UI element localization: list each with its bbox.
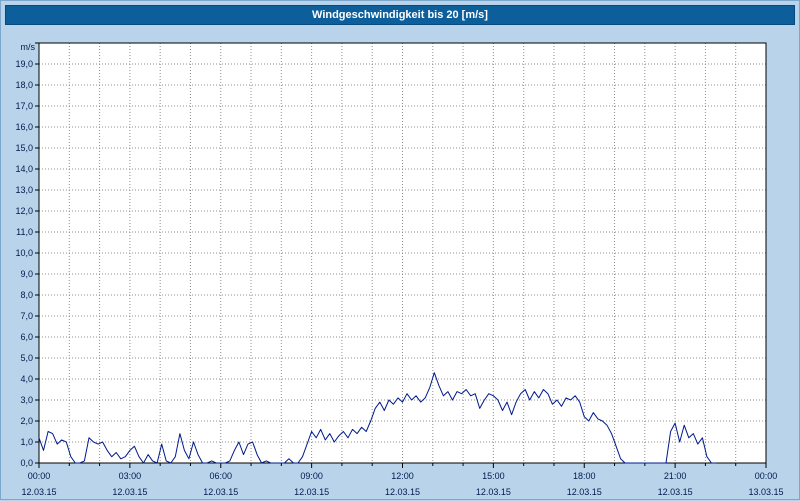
x-tick-date-label: 12.03.15 bbox=[476, 487, 511, 497]
y-tick-label: 11,0 bbox=[16, 227, 33, 237]
y-tick-label: 16,0 bbox=[15, 122, 33, 132]
y-tick-label: 0,0 bbox=[20, 458, 33, 468]
wind-speed-line bbox=[38, 372, 717, 464]
x-tick-time-label: 00:00 bbox=[755, 471, 778, 481]
x-tick-time-label: 03:00 bbox=[119, 471, 142, 481]
x-tick-date-label: 12.03.15 bbox=[385, 487, 420, 497]
y-tick-label: 3,0 bbox=[20, 395, 33, 405]
y-tick-label: 2,0 bbox=[20, 416, 33, 426]
x-tick-time-label: 06:00 bbox=[209, 471, 232, 481]
y-tick-label: 18,0 bbox=[15, 80, 33, 90]
chart-title: Windgeschwindigkeit bis 20 [m/s] bbox=[312, 9, 488, 21]
wind-speed-chart: m/s 0,0 1,0 2,0 3,0 4,0 5,0 6,0 7,0 8,0 9,0 10,0 11,… bbox=[15, 42, 783, 497]
x-tick-date-label: 12.03.15 bbox=[112, 487, 147, 497]
y-tick-label: 17,0 bbox=[15, 101, 33, 111]
x-tick-time-label: 15:00 bbox=[482, 471, 505, 481]
y-tick-label: 9,0 bbox=[20, 269, 33, 279]
x-tick-time-label: 18:00 bbox=[573, 471, 596, 481]
y-tick-label: 5,0 bbox=[20, 353, 33, 363]
y-tick-label: 8,0 bbox=[20, 290, 33, 300]
x-tick-date-label: 13.03.15 bbox=[748, 487, 783, 497]
y-tick-label: 13,0 bbox=[15, 185, 33, 195]
y-tick-label: 6,0 bbox=[20, 332, 33, 342]
x-tick-time-label: 12:00 bbox=[391, 471, 414, 481]
x-tick-time-label: 21:00 bbox=[664, 471, 687, 481]
chart-title-bar: Windgeschwindigkeit bis 20 [m/s] bbox=[5, 5, 795, 25]
x-tick-date-label: 12.03.15 bbox=[21, 487, 56, 497]
y-axis-unit-label: m/s bbox=[21, 42, 36, 52]
y-tick-label: 15,0 bbox=[15, 143, 33, 153]
y-tick-label: 1,0 bbox=[20, 437, 33, 447]
y-tick-label: 19,0 bbox=[15, 59, 33, 69]
x-tick-time-label: 00:00 bbox=[28, 471, 51, 481]
x-tick-date-label: 12.03.15 bbox=[658, 487, 693, 497]
x-tick-date-label: 12.03.15 bbox=[203, 487, 238, 497]
y-tick-label: 12,0 bbox=[15, 206, 33, 216]
x-tick-date-label: 12.03.15 bbox=[567, 487, 602, 497]
y-tick-label: 14,0 bbox=[15, 164, 33, 174]
x-tick-time-label: 09:00 bbox=[300, 471, 323, 481]
y-tick-label: 10,0 bbox=[15, 248, 33, 258]
x-tick-date-label: 12.03.15 bbox=[294, 487, 329, 497]
y-tick-label: 7,0 bbox=[20, 311, 33, 321]
y-tick-label: 4,0 bbox=[20, 374, 33, 384]
